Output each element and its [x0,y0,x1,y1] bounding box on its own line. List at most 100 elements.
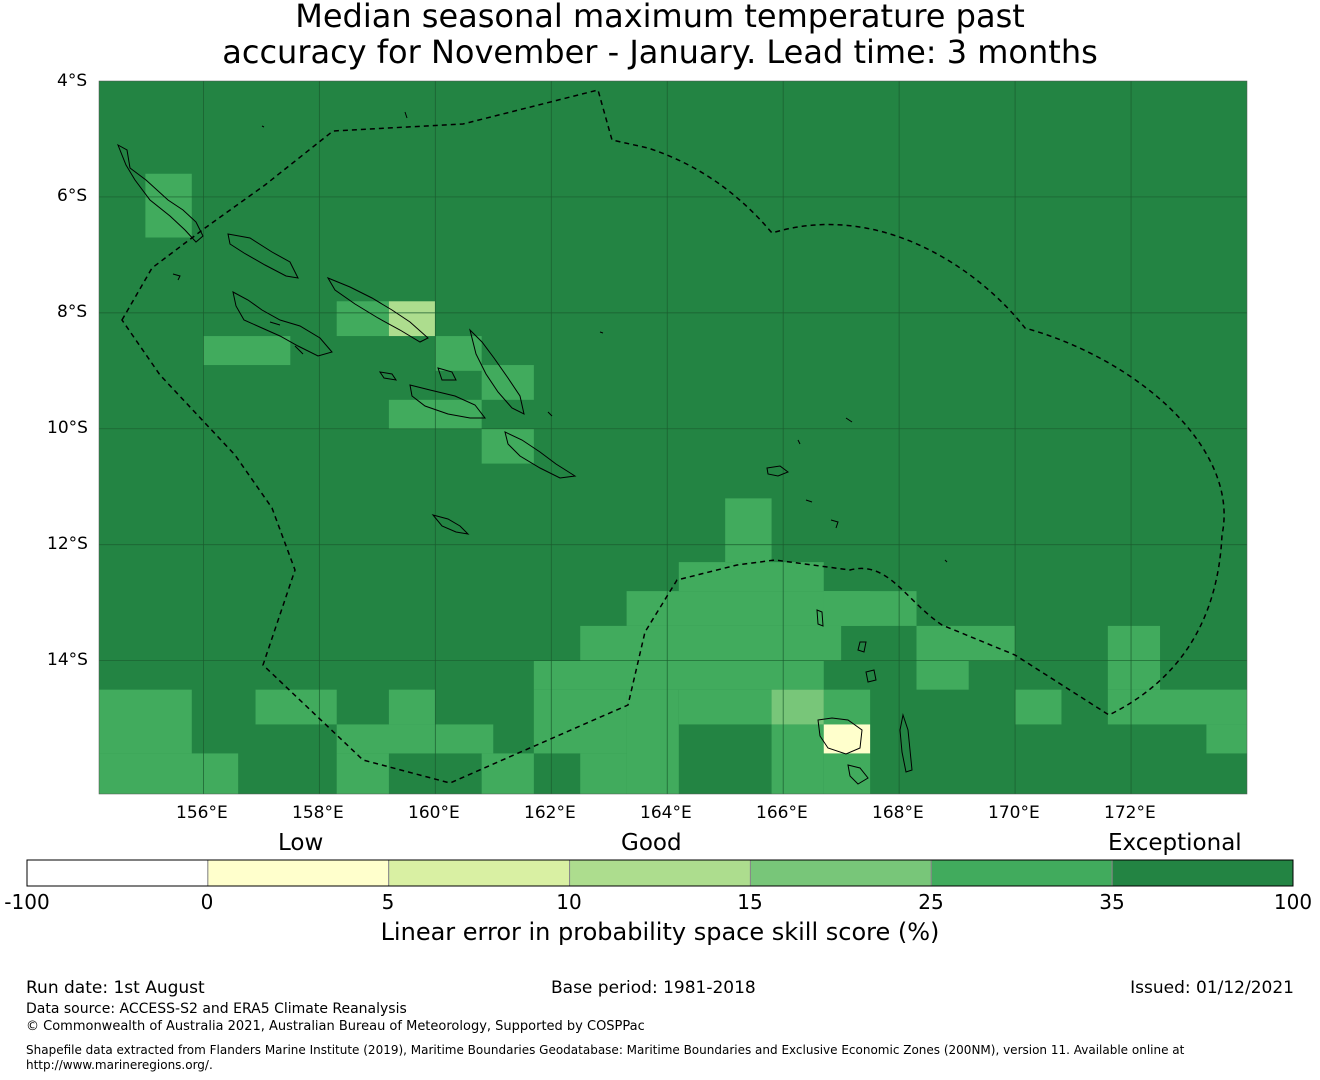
lat-label-6s: 6°S [57,186,88,206]
chart-title: Median seasonal maximum temperature past… [0,0,1320,70]
skill-cell [99,753,239,794]
skill-cell [580,625,842,661]
lon-label-156e: 156°E [176,803,228,823]
lon-label-160e: 160°E [408,803,460,823]
colorbar [26,859,1294,887]
coastlines [117,111,948,785]
coastline-banks [857,641,867,653]
colorbar-tick: 100 [1273,890,1313,914]
coastline-pentecost [899,713,913,773]
skill-cell [823,724,871,754]
lon-label-168e: 168°E [872,803,924,823]
skill-map [98,80,1248,795]
category-good: Good [621,830,682,856]
category-exceptional: Exceptional [1108,830,1242,856]
coastline-ambae [865,669,877,683]
lon-label-158e: 158°E [292,803,344,823]
issued-date: Issued: 01/12/2021 [1130,978,1294,998]
skill-cell [823,689,871,725]
skill-cell [678,689,772,725]
colorbar-tick: 35 [1099,890,1125,914]
skill-cell [916,660,969,690]
lat-label-14s: 14°S [47,650,88,670]
title-line-2: accuracy for November - January. Lead ti… [222,33,1098,71]
colorbar-tick: 0 [200,890,214,914]
lat-label-8s: 8°S [57,302,88,322]
title-line-1: Median seasonal maximum temperature past [295,0,1025,35]
coastline-choiseul [227,233,299,279]
lon-label-170e: 170°E [988,803,1040,823]
skill-cell [1107,625,1161,690]
skill-cell [1015,689,1062,725]
coastline-small-islands [172,111,948,563]
colorbar-segment [749,859,932,887]
coastline-malaita [469,328,525,415]
skill-cell [481,753,534,794]
coastline-malekula [847,764,869,785]
skill-cell [336,301,389,337]
shapefile-credit-1: Shapefile data extracted from Flanders M… [26,1043,1185,1057]
shapefile-credit-2: http://www.marineregions.org/. [26,1058,213,1072]
skill-cell [435,336,482,371]
skill-cell [771,724,824,794]
coastline-espiritu-santo [817,717,863,755]
lon-label-162e: 162°E [524,803,576,823]
graticule [99,81,1247,794]
skill-cell [388,689,436,725]
skill-cell [481,365,534,400]
colorbar-segment [26,859,209,887]
lat-label-10s: 10°S [47,418,88,438]
skill-cell [580,753,627,794]
eez-boundary [121,89,1225,784]
coastline-rennell [431,514,470,535]
coastline-makira [504,431,577,479]
skill-cell [255,689,337,725]
skill-cell [533,689,627,754]
category-low: Low [278,830,324,856]
skill-cell [481,428,534,464]
colorbar-tick: 25 [918,890,944,914]
skill-cell [916,625,1016,661]
coastline-santa-isabel [326,276,429,343]
skill-cell [388,301,436,337]
skill-cell [1206,724,1247,754]
colorbar-segment [569,859,751,887]
coastline-new-georgia [232,291,333,357]
skill-cell [823,591,917,626]
lat-label-12s: 12°S [47,534,88,554]
skill-cell [203,336,291,366]
colorbar-title: Linear error in probability space skill … [380,918,940,946]
colorbar-tick: 10 [556,890,582,914]
base-period: Base period: 1981-2018 [551,978,756,998]
skill-cells [99,173,1247,794]
coastline-bougainville [117,143,204,243]
colorbar-segment [388,859,571,887]
skill-cell [145,173,192,238]
colorbar-tick: 15 [737,890,763,914]
skill-cell [99,689,192,754]
skill-cell [533,660,824,690]
coastline-santa-cruz [766,465,790,477]
coastline-torres [816,609,824,627]
lon-label-166e: 166°E [756,803,808,823]
colorbar-tick: -100 [4,890,50,914]
skill-cell [626,689,679,794]
colorbar-segment [1111,859,1294,887]
skill-cell [1107,689,1247,725]
coastline-guadalcanal [409,384,487,419]
colorbar-frame [26,859,1294,887]
run-date: Run date: 1st August [26,978,205,998]
skill-cell [725,498,772,563]
data-source: Data source: ACCESS-S2 and ERA5 Climate … [26,1001,407,1017]
skill-cell [678,562,824,592]
skill-cell [336,724,494,754]
lon-label-164e: 164°E [640,803,692,823]
skill-cell [823,753,871,794]
map-frame [98,80,1248,795]
skill-cell [771,689,824,725]
lon-label-172e: 172°E [1104,803,1156,823]
lat-label-4s: 4°S [57,71,88,91]
colorbar-segment [930,859,1113,887]
copyright: © Commonwealth of Australia 2021, Austra… [26,1019,645,1034]
